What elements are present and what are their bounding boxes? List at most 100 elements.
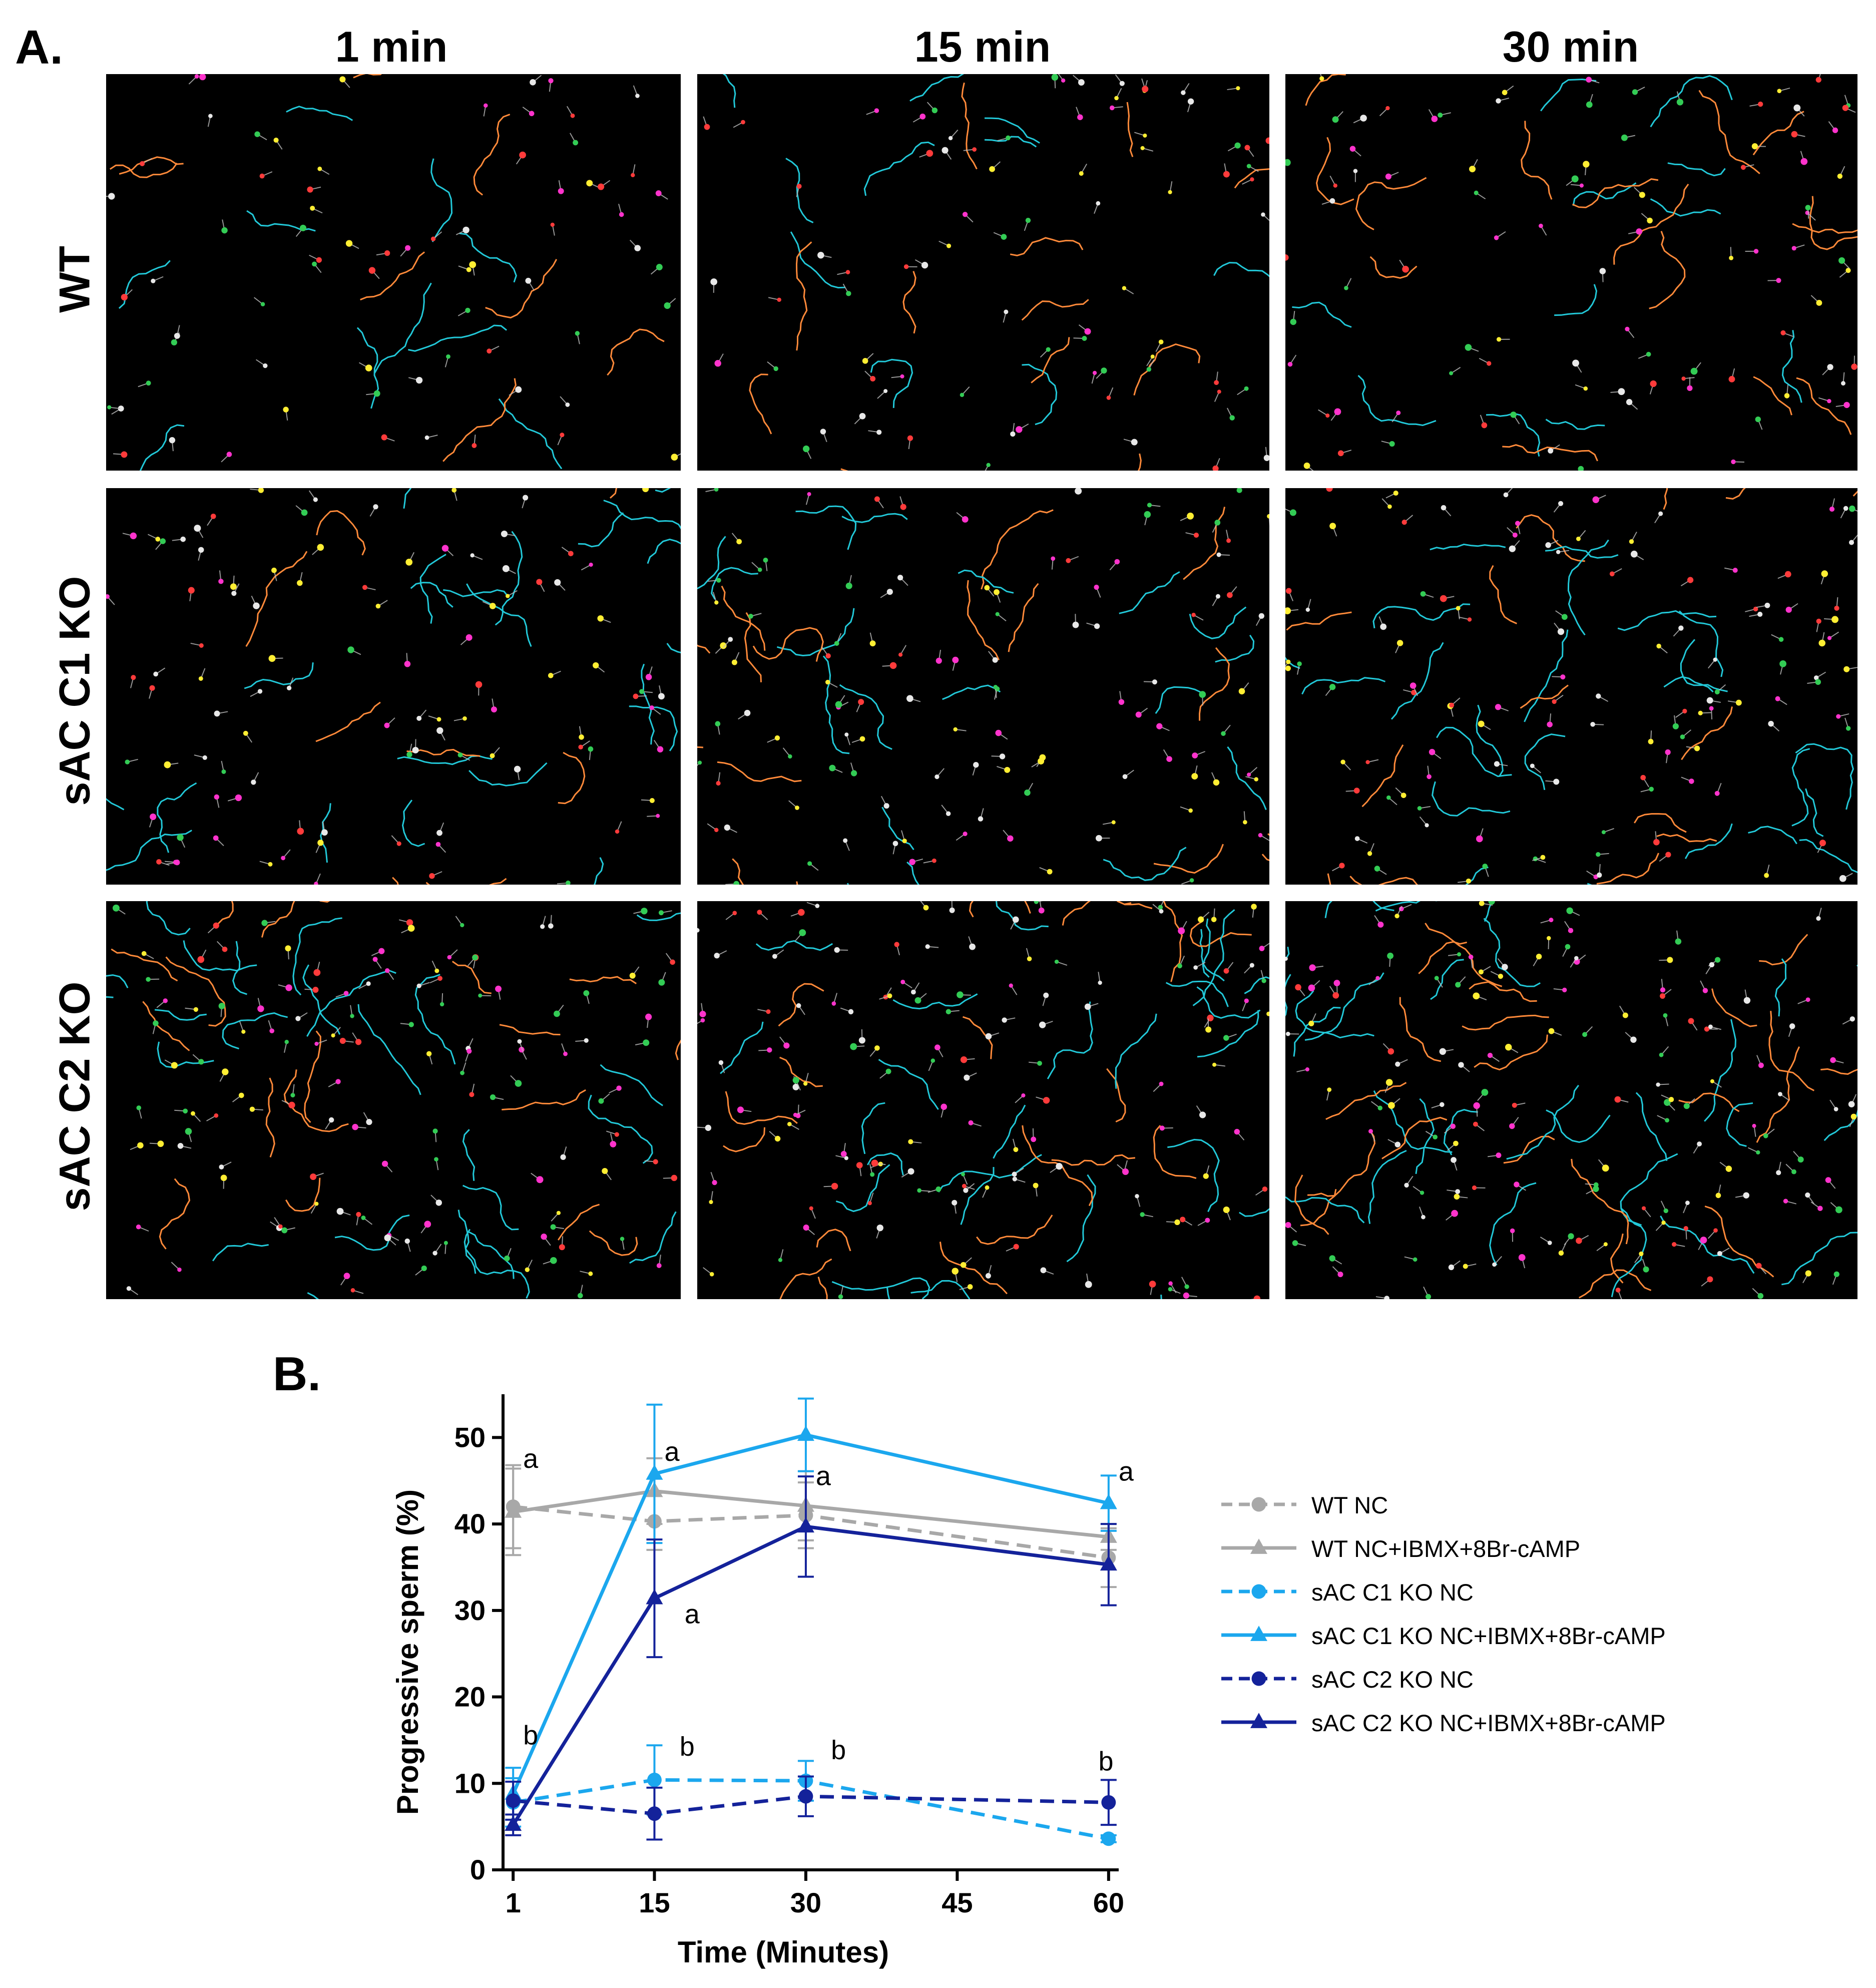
sperm-head [874,1045,880,1051]
sperm-head [906,695,913,702]
sperm-track [984,117,1040,144]
sperm-head [649,705,654,710]
sperm-head [1756,1263,1762,1269]
sperm-head [934,1044,941,1051]
sperm-head [1360,115,1367,122]
sperm-track [106,798,125,811]
sperm-head [1469,166,1476,173]
sperm-head [903,264,909,269]
sperm-head [984,585,990,591]
sperm-head [664,302,671,309]
sperm-head [559,1244,565,1251]
sperm-head [254,131,260,137]
sperm-head [783,1042,790,1049]
sperm-head [1494,235,1499,240]
sperm-head [384,1234,391,1242]
sperm-head [774,1135,781,1142]
sperm-head [1753,606,1758,612]
sperm-head [919,113,926,120]
sperm-head [365,364,372,371]
sperm-head [1614,1096,1621,1103]
sperm-head [1690,367,1698,375]
sperm-head [478,993,483,998]
sperm-track [459,232,517,283]
sperm-head [1557,628,1565,635]
sperm-head [1285,957,1288,961]
sperm-head [1146,367,1152,372]
sperm-track [463,1229,530,1299]
sperm-track [1465,866,1489,885]
sperm-head [222,946,228,952]
sperm-head [1848,505,1855,512]
sperm-head [384,722,390,728]
sperm-head [1332,116,1339,123]
sperm-head [1021,1093,1026,1098]
sperm-head [1429,748,1436,755]
sperm-head [1487,1052,1493,1058]
sperm-head [1051,556,1056,561]
sperm-head [436,717,441,722]
sperm-head [1764,873,1769,878]
panel-b-letter: B. [273,1347,321,1401]
sperm-track [1752,111,1804,156]
sperm-head [1365,760,1370,764]
sperm-head [355,1039,362,1045]
sperm-head [1329,198,1335,204]
sperm-track [1663,488,1668,510]
sperm-head [796,1003,801,1008]
sperm-head [307,186,313,193]
sperm-head [1596,852,1601,857]
sperm-head [1664,1099,1671,1106]
sperm-head [737,1106,744,1113]
legend-entry: sAC C2 KO NC+IBMX+8Br-cAMP [1216,1707,1767,1737]
sperm-track [1031,337,1070,383]
sperm-track [307,1292,319,1299]
sperm-head [803,1225,809,1231]
sperm-head [1016,426,1023,433]
sperm-head [1466,878,1472,884]
sperm-head [220,1174,227,1181]
sperm-track [111,948,178,982]
sperm-head [963,1187,969,1193]
sperm-track [1415,1098,1435,1174]
sperm-head [1502,964,1508,970]
sperm-head [656,264,663,270]
sperm-head [1593,1182,1599,1187]
sperm-head [317,840,324,846]
data-point [646,1588,663,1605]
sperm-head [889,662,897,669]
sperm-head [1259,946,1265,951]
sperm-head [1034,901,1039,904]
series-line [513,1778,1109,1841]
sperm-track [1596,853,1659,885]
sperm-track [1635,1092,1668,1161]
sperm-track [1486,413,1541,457]
sperm-head [1639,1251,1644,1257]
sperm-track [1327,873,1331,885]
sperm-track [212,1243,269,1262]
sperm-head [1450,1123,1456,1129]
sperm-head [568,551,574,557]
sperm-track [1196,986,1261,1019]
sperm-track [1213,262,1269,277]
sperm-head [281,1227,288,1234]
sperm-head [850,1043,857,1050]
sperm-head [992,657,998,663]
sperm-head [787,1121,792,1126]
sperm-track [1567,539,1609,636]
sperm-head [472,954,478,961]
sperm-head [1329,1255,1336,1262]
sperm-head [301,509,308,516]
sperm-head [709,1272,714,1277]
legend-label: sAC C1 KO NC+IBMX+8Br-cAMP [1311,1623,1666,1649]
sperm-head [1262,1186,1268,1192]
sperm-head [1012,1171,1017,1177]
sperm-track [1066,1174,1096,1263]
sperm-head [829,764,836,771]
sperm-head [437,976,442,981]
sperm-head [1647,217,1653,224]
sperm-track [1791,748,1810,827]
sperm-head [1004,309,1009,314]
sperm-track [499,1024,561,1036]
sperm-head [1558,501,1564,506]
